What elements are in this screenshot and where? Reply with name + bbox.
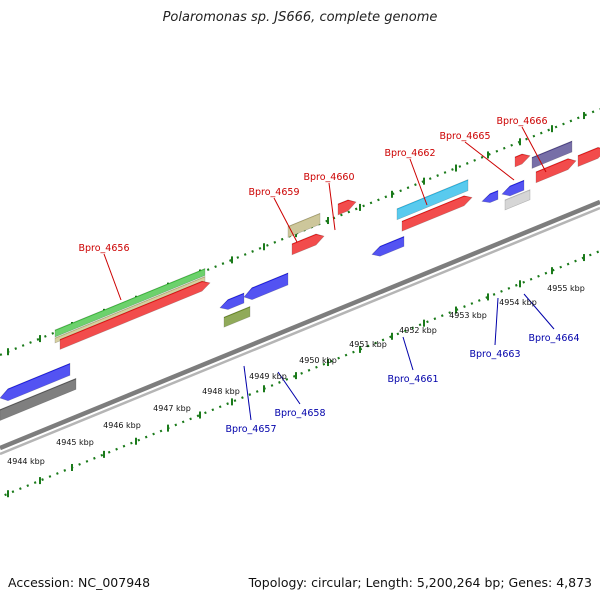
gene-bar-bpro-4661 <box>371 235 405 257</box>
callout-line <box>521 126 547 173</box>
gene-label-bpro-4660: Bpro_4660 <box>304 172 355 183</box>
lower-tick-track <box>0 249 600 499</box>
callout-line <box>409 158 428 206</box>
kbp-tick-label: 4949 kbp <box>249 372 287 381</box>
page-title: Polaromonas sp. JS666, complete genome <box>162 10 438 25</box>
gene-bar-bpro-4662-highlight <box>402 196 472 232</box>
callout-line <box>523 293 555 330</box>
callout-line <box>243 365 252 421</box>
gene-label-bpro-4659: Bpro_4659 <box>249 187 300 198</box>
gene-bar-bpro-4657 <box>223 306 251 328</box>
gene-bar-bpro-4666 <box>531 140 573 169</box>
gene-bar-bpro-4660-a-highlight <box>292 234 324 255</box>
kbp-tick-label: 4947 kbp <box>153 404 191 413</box>
gene-bar-bpro-4665 <box>514 153 531 168</box>
kbp-tick-label: 4951 kbp <box>349 340 387 349</box>
callout-line <box>494 297 499 346</box>
gene-bar-bpro-4657-blue <box>219 292 245 310</box>
gene-bar-bpro-4658-highlight <box>244 273 288 300</box>
gene-bar-bpro-4656 <box>59 280 211 350</box>
gene-label-bpro-4663: Bpro_4663 <box>470 349 521 360</box>
gene-bar-bpro-4662-cyan-highlight <box>397 180 468 220</box>
callout-line <box>277 371 301 405</box>
tick-dots <box>0 249 600 499</box>
gene-bar-bpro-4660 <box>337 199 357 216</box>
gene-bar-bpro-4657-blue-highlight <box>220 293 244 310</box>
gene-label-bpro-4657: Bpro_4657 <box>226 424 277 435</box>
gene-bar-bpro-4659 <box>287 212 321 238</box>
gene-bar-bpro-4656-highlight <box>60 282 210 350</box>
gene-bar-left-blue-highlight <box>0 364 70 401</box>
gene-bar-bpro-4661-highlight <box>372 237 404 257</box>
callout-layer: Bpro_4656 Bpro_4659 Bpro_4660 Bpro_4662 Bpro… <box>79 116 580 435</box>
gene-bar-bpro-4663 <box>481 189 499 203</box>
callout-line <box>103 253 122 301</box>
gene-bar-left-grey <box>0 377 77 421</box>
accession-label: Accession: NC_007948 <box>8 575 151 590</box>
backbone-line <box>0 199 600 451</box>
gene-bar-bpro-4663-highlight <box>482 191 498 203</box>
kbp-tick-label: 4955 kbp <box>547 284 585 293</box>
gene-bar-bpro-4656-green-highlight <box>55 269 205 337</box>
backbone-line <box>0 206 600 456</box>
gene-bar-bpro-4659-highlight <box>288 214 320 238</box>
kbp-tick-label: 4952 kbp <box>399 326 437 335</box>
kbp-tick-label: 4948 kbp <box>202 387 240 396</box>
gene-bar-bpro-4656-green <box>54 268 206 338</box>
gene-bar-bpro-4660-highlight <box>338 200 356 215</box>
kbp-label-layer: 4944 kbp 4945 kbp 4946 kbp 4947 kbp 4948 kbp… <box>7 284 585 466</box>
kbp-tick-label: 4950 kbp <box>299 356 337 365</box>
kbp-tick-label: 4944 kbp <box>7 457 45 466</box>
gene-label-bpro-4665: Bpro_4665 <box>440 131 491 142</box>
kbp-tick-label: 4954 kbp <box>499 298 537 307</box>
gene-bar-bpro-4662-cyan <box>396 179 469 221</box>
gene-bar-bpro-4666-highlight <box>532 141 572 169</box>
gene-bar-bpro-4666-red <box>535 158 577 184</box>
gene-bar-bpro-4664-highlight <box>505 190 530 210</box>
callout-line <box>402 336 414 371</box>
kbp-tick-label: 4945 kbp <box>56 438 94 447</box>
gene-bar-left-grey-highlight <box>0 379 76 421</box>
gene-bar-bpro-4660-a <box>291 233 325 256</box>
genome-backbone <box>0 199 600 456</box>
gene-bar-edge-highlight <box>578 148 600 167</box>
gene-bar-bpro-4665-highlight <box>515 154 530 167</box>
gene-bar-bpro-4664 <box>504 189 531 211</box>
gene-label-bpro-4666: Bpro_4666 <box>497 116 548 127</box>
gene-label-bpro-4656: Bpro_4656 <box>79 243 130 254</box>
gene-bar-bpro-4662 <box>401 195 473 232</box>
gene-bar-bpro-4657-highlight <box>224 307 250 328</box>
gene-bar-bpro-4664-blue-highlight <box>502 181 524 196</box>
gene-bar-bpro-4658 <box>243 272 289 301</box>
feature-layer <box>0 140 600 421</box>
gene-bar-left-blue <box>0 362 71 402</box>
gene-bar-bpro-4666-red-highlight <box>536 159 576 183</box>
gene-bar-edge <box>577 147 600 167</box>
callout-line <box>328 182 336 231</box>
gene-bar-bpro-4664-blue <box>501 179 525 197</box>
callout-line <box>273 197 298 243</box>
kbp-tick-label: 4946 kbp <box>103 421 141 430</box>
callout-line <box>464 141 515 181</box>
gene-label-bpro-4662: Bpro_4662 <box>385 148 436 159</box>
gene-label-bpro-4664: Bpro_4664 <box>529 333 580 344</box>
gene-label-bpro-4661: Bpro_4661 <box>388 374 439 385</box>
kbp-tick-label: 4953 kbp <box>449 311 487 320</box>
gene-label-bpro-4658: Bpro_4658 <box>275 408 326 419</box>
genome-summary: Topology: circular; Length: 5,200,264 bp… <box>248 575 592 590</box>
